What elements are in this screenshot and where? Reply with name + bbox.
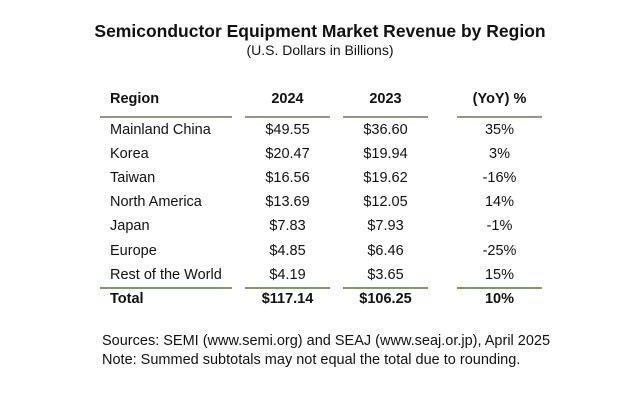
table-row-cell: 14% bbox=[484, 194, 515, 211]
table-row-cell: -25% bbox=[482, 242, 517, 259]
header-cell: 2023 bbox=[369, 91, 402, 107]
table-row-cell: $19.94 bbox=[363, 146, 408, 163]
total-rule bbox=[343, 287, 428, 289]
table-row-cell: North America bbox=[110, 194, 202, 211]
sources-note: Sources: SEMI (www.semi.org) and SEAJ (w… bbox=[102, 333, 551, 349]
table-row-cell: Mainland China bbox=[110, 122, 211, 138]
table-row-cell: Korea bbox=[110, 146, 149, 163]
table-title: Semiconductor Equipment Market Revenue b… bbox=[94, 21, 546, 41]
table-row-cell: 3% bbox=[489, 146, 510, 163]
table-row-cell: $13.69 bbox=[265, 194, 310, 211]
table-row-cell: -16% bbox=[482, 170, 517, 187]
table-row-cell: -1% bbox=[486, 218, 513, 235]
table-subtitle: (U.S. Dollars in Billions) bbox=[246, 42, 394, 58]
total-row-cell: 10% bbox=[484, 291, 515, 307]
table-row-cell: $20.47 bbox=[265, 146, 310, 163]
total-rule bbox=[457, 287, 542, 289]
table-row-cell: $19.62 bbox=[363, 170, 408, 187]
header-cell: Region bbox=[110, 91, 160, 107]
header-cell: (YoY) % bbox=[472, 91, 527, 107]
table-row-cell: 15% bbox=[484, 266, 515, 283]
table-row-cell: 35% bbox=[484, 122, 515, 138]
table-row-cell: Europe bbox=[110, 242, 157, 259]
header-rule bbox=[100, 116, 232, 118]
table-row-cell: $16.56 bbox=[265, 170, 310, 187]
total-row-cell: $117.14 bbox=[261, 291, 314, 307]
table-row-cell: $6.46 bbox=[367, 242, 404, 259]
table-row-cell: $12.05 bbox=[363, 194, 408, 211]
table-row-cell: Rest of the World bbox=[110, 266, 222, 283]
table-row-cell: $4.19 bbox=[269, 266, 306, 283]
table-row-cell: $7.93 bbox=[367, 218, 404, 235]
table-row-cell: $3.65 bbox=[367, 266, 404, 283]
total-rule bbox=[100, 287, 232, 289]
table-row-cell: $36.60 bbox=[363, 122, 408, 138]
table-row-cell: $49.55 bbox=[265, 122, 310, 138]
total-row-cell: Total bbox=[110, 291, 144, 307]
table-row-cell: $7.83 bbox=[269, 218, 306, 235]
table-row-cell: $4.85 bbox=[269, 242, 306, 259]
table-row-cell: Taiwan bbox=[110, 170, 156, 187]
rounding-note: Note: Summed subtotals may not equal the… bbox=[102, 352, 521, 368]
table-row-cell: Japan bbox=[110, 218, 150, 235]
total-rule bbox=[245, 287, 330, 289]
header-rule bbox=[245, 116, 330, 118]
header-rule bbox=[343, 116, 428, 118]
header-cell: 2024 bbox=[271, 91, 304, 107]
total-row-cell: $106.25 bbox=[359, 291, 412, 307]
header-rule bbox=[457, 116, 542, 118]
